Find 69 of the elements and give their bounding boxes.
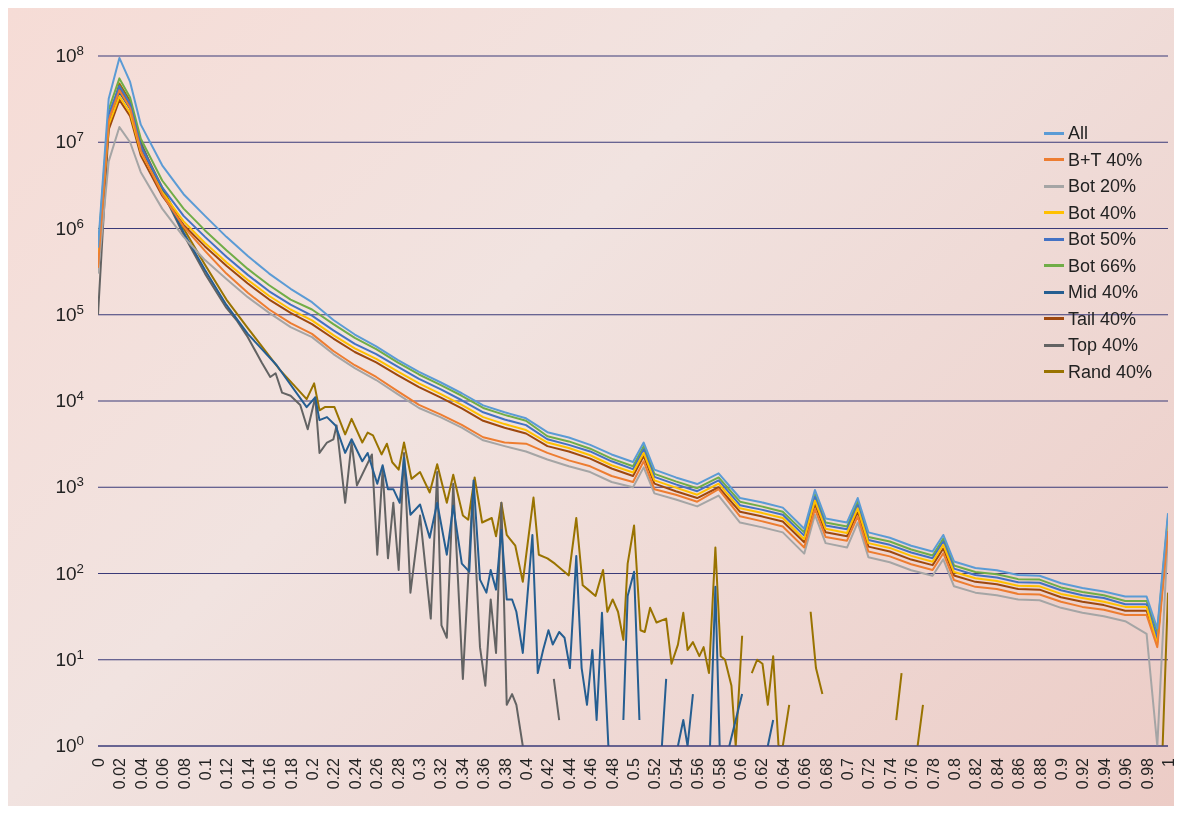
x-tick-label: 0.98 [1138, 757, 1156, 790]
x-tick-label: 0.58 [710, 757, 728, 790]
legend-label: Rand 40% [1067, 360, 1152, 384]
y-tick-label: 10$^{7}$ [55, 128, 84, 153]
x-tick-label: 0.02 [111, 757, 129, 790]
y-tick-label: 10$^{5}$ [55, 301, 84, 325]
x-tick-label: 0.76 [903, 757, 921, 790]
legend-label: Bot 40% [1067, 201, 1136, 225]
legend-label: B+T 40% [1067, 148, 1143, 172]
y-tick-label: 10$^{6}$ [55, 215, 84, 239]
x-tick-label: 0.7 [839, 757, 856, 781]
x-tick-label: 0.82 [967, 757, 985, 790]
x-tick-label: 0.54 [667, 757, 685, 790]
x-tick-label: 0.84 [988, 757, 1006, 790]
x-tick-label: 0.96 [1117, 757, 1135, 790]
x-tick-label: 0.46 [582, 757, 600, 790]
x-tick-label: 0.34 [453, 757, 471, 790]
x-tick-label: 0.74 [881, 757, 899, 790]
x-tick-label: 0.2 [304, 757, 321, 781]
x-tick-label: 0.72 [860, 757, 878, 790]
x-tick-label: 0.24 [346, 757, 364, 790]
x-tick-label: 0.52 [646, 757, 664, 790]
legend-label: Bot 66% [1067, 254, 1136, 278]
x-tick-label: 0.14 [239, 757, 257, 790]
x-tick-label: 0.62 [753, 757, 771, 790]
y-tick-label: 10$^{3}$ [55, 473, 84, 498]
x-tick-label: 0.26 [368, 757, 386, 790]
x-tick-label: 0.9 [1053, 757, 1070, 781]
x-tick-label: 0.22 [325, 757, 343, 790]
x-tick-label: 0.78 [924, 757, 942, 790]
x-tick-label: 0.94 [1095, 757, 1113, 790]
legend-label: Mid 40% [1067, 281, 1138, 304]
x-tick-label: 0.18 [282, 757, 300, 790]
y-tick-label: 10$^{4}$ [55, 387, 84, 411]
x-tick-label: 0.8 [946, 757, 963, 781]
x-tick-label: 0.92 [1074, 757, 1092, 790]
legend-label: All [1067, 122, 1088, 145]
x-tick-label: 0.42 [539, 757, 557, 790]
x-tick-label: 0.38 [496, 757, 514, 790]
x-tick-label: 0.08 [175, 757, 193, 790]
legend-label: Bot 20% [1067, 175, 1136, 198]
x-tick-label: 0.06 [154, 757, 172, 790]
legend-label: Bot 50% [1067, 228, 1136, 251]
x-tick-label: 0.66 [796, 757, 814, 790]
x-tick-label: 0.04 [132, 757, 150, 790]
x-tick-label: 0.44 [560, 757, 578, 790]
x-tick-label: 0.12 [218, 757, 236, 790]
x-tick-label: 0.68 [817, 757, 835, 790]
y-tick-label: 10$^{2}$ [55, 560, 84, 584]
x-tick-label: 0.56 [689, 757, 707, 790]
x-tick-label: 0.48 [603, 757, 621, 790]
x-tick-label: 0.5 [625, 757, 642, 781]
x-tick-label: 0.28 [389, 757, 407, 790]
y-tick-label: 10$^{0}$ [55, 732, 84, 756]
x-tick-label: 0.3 [411, 757, 428, 781]
x-tick-label: 1 [1160, 757, 1177, 767]
x-tick-label: 0.64 [774, 757, 792, 790]
x-tick-label: 0.36 [475, 757, 493, 790]
legend-label: Top 40% [1067, 334, 1138, 357]
x-tick-label: 0 [90, 757, 107, 767]
x-tick-label: 0.6 [732, 757, 749, 781]
x-tick-label: 0.16 [261, 757, 279, 790]
y-tick-label: 10$^{1}$ [55, 646, 84, 670]
x-tick-label: 0.4 [518, 757, 535, 781]
y-tick-label: 10$^{8}$ [55, 42, 84, 66]
x-tick-label: 0.88 [1031, 757, 1049, 790]
x-tick-label: 0.1 [197, 757, 214, 781]
x-tick-label: 0.32 [432, 757, 450, 790]
x-tick-label: 0.86 [1010, 757, 1028, 790]
